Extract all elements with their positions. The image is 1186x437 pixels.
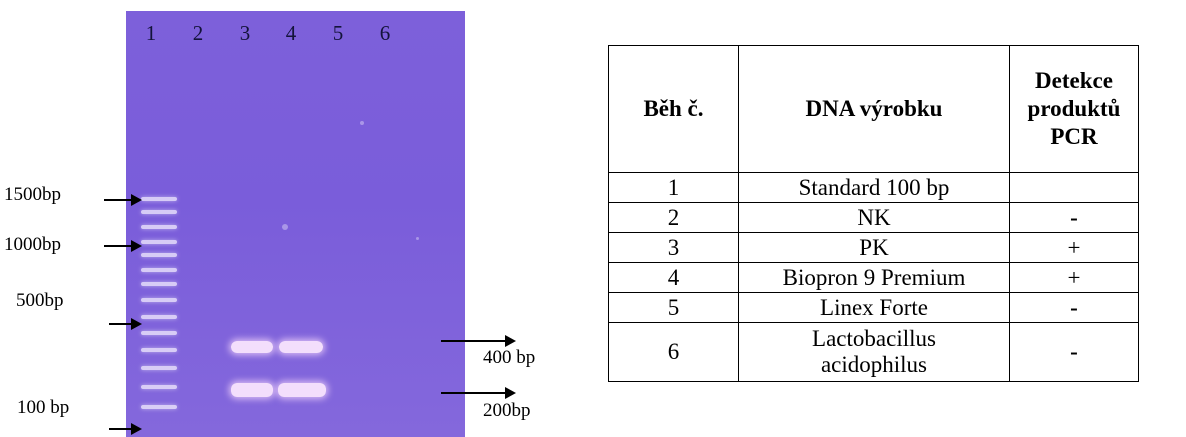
marker-label-1500bp: 1500bp <box>4 184 61 205</box>
pcr-band-200bp <box>231 383 273 397</box>
marker-arrow-icon <box>109 318 142 330</box>
ladder-band <box>141 253 177 257</box>
ladder-band <box>141 385 177 389</box>
cell-dna: Standard 100 bp <box>738 172 1010 203</box>
ladder-band <box>141 366 177 370</box>
ladder-band <box>141 225 177 229</box>
results-table: Běh č. DNA výrobku Detekce produktů PCR … <box>608 45 1139 382</box>
header-run: Běh č. <box>608 45 739 173</box>
marker-arrow-icon <box>109 423 142 435</box>
marker-label-200bp: 200bp <box>483 400 531 421</box>
lane-number: 6 <box>379 21 391 45</box>
marker-arrow-icon <box>441 387 516 399</box>
cell-pcr: - <box>1009 202 1139 233</box>
cell-pcr: + <box>1009 262 1139 293</box>
ladder-band <box>141 282 177 286</box>
ladder-band <box>141 315 177 319</box>
marker-label-1000bp: 1000bp <box>4 234 61 255</box>
table-row: 6 Lactobacillus acidophilus - <box>608 322 1139 382</box>
marker-arrow-icon <box>104 240 142 252</box>
cell-dna: Biopron 9 Premium <box>738 262 1010 293</box>
ladder-band <box>141 348 177 352</box>
gel-image: 1 2 3 4 5 6 <box>126 11 465 437</box>
pcr-band-400bp <box>231 341 273 353</box>
cell-dna: NK <box>738 202 1010 233</box>
lane-number: 1 <box>145 21 157 45</box>
table-row: 5 Linex Forte - <box>608 292 1139 323</box>
cell-run: 5 <box>608 292 739 323</box>
ladder-band <box>141 298 177 302</box>
cell-run: 4 <box>608 262 739 293</box>
table-header-row: Běh č. DNA výrobku Detekce produktů PCR <box>608 45 1139 173</box>
marker-label-400bp: 400 bp <box>483 347 536 368</box>
cell-run: 2 <box>608 202 739 233</box>
marker-arrow-icon <box>104 194 142 206</box>
cell-run: 6 <box>608 322 739 382</box>
lane-number: 5 <box>332 21 344 45</box>
marker-label-100bp: 100 bp <box>17 397 70 418</box>
cell-dna: Lactobacillus acidophilus <box>738 322 1010 382</box>
cell-pcr: - <box>1009 292 1139 323</box>
marker-arrow-icon <box>441 335 516 347</box>
ladder-band <box>141 210 177 214</box>
table-row: 2 NK - <box>608 202 1139 233</box>
ladder-band <box>141 331 177 335</box>
table-row: 4 Biopron 9 Premium + <box>608 262 1139 293</box>
cell-run: 3 <box>608 232 739 263</box>
table-row: 3 PK + <box>608 232 1139 263</box>
ladder-band <box>141 197 177 201</box>
lane-number: 3 <box>239 21 251 45</box>
cell-pcr: + <box>1009 232 1139 263</box>
header-dna: DNA výrobku <box>738 45 1010 173</box>
cell-dna: Linex Forte <box>738 292 1010 323</box>
ladder-band <box>141 268 177 272</box>
cell-dna: PK <box>738 232 1010 263</box>
marker-label-500bp: 500bp <box>16 290 64 311</box>
cell-pcr <box>1009 172 1139 203</box>
pcr-band-200bp <box>278 383 326 397</box>
lane-number: 2 <box>192 21 204 45</box>
ladder-band <box>141 405 177 409</box>
header-pcr: Detekce produktů PCR <box>1009 45 1139 173</box>
pcr-band-400bp <box>279 341 323 353</box>
table-row: 1 Standard 100 bp <box>608 172 1139 203</box>
cell-pcr: - <box>1009 322 1139 382</box>
ladder-band <box>141 240 177 244</box>
lane-number: 4 <box>285 21 297 45</box>
cell-run: 1 <box>608 172 739 203</box>
